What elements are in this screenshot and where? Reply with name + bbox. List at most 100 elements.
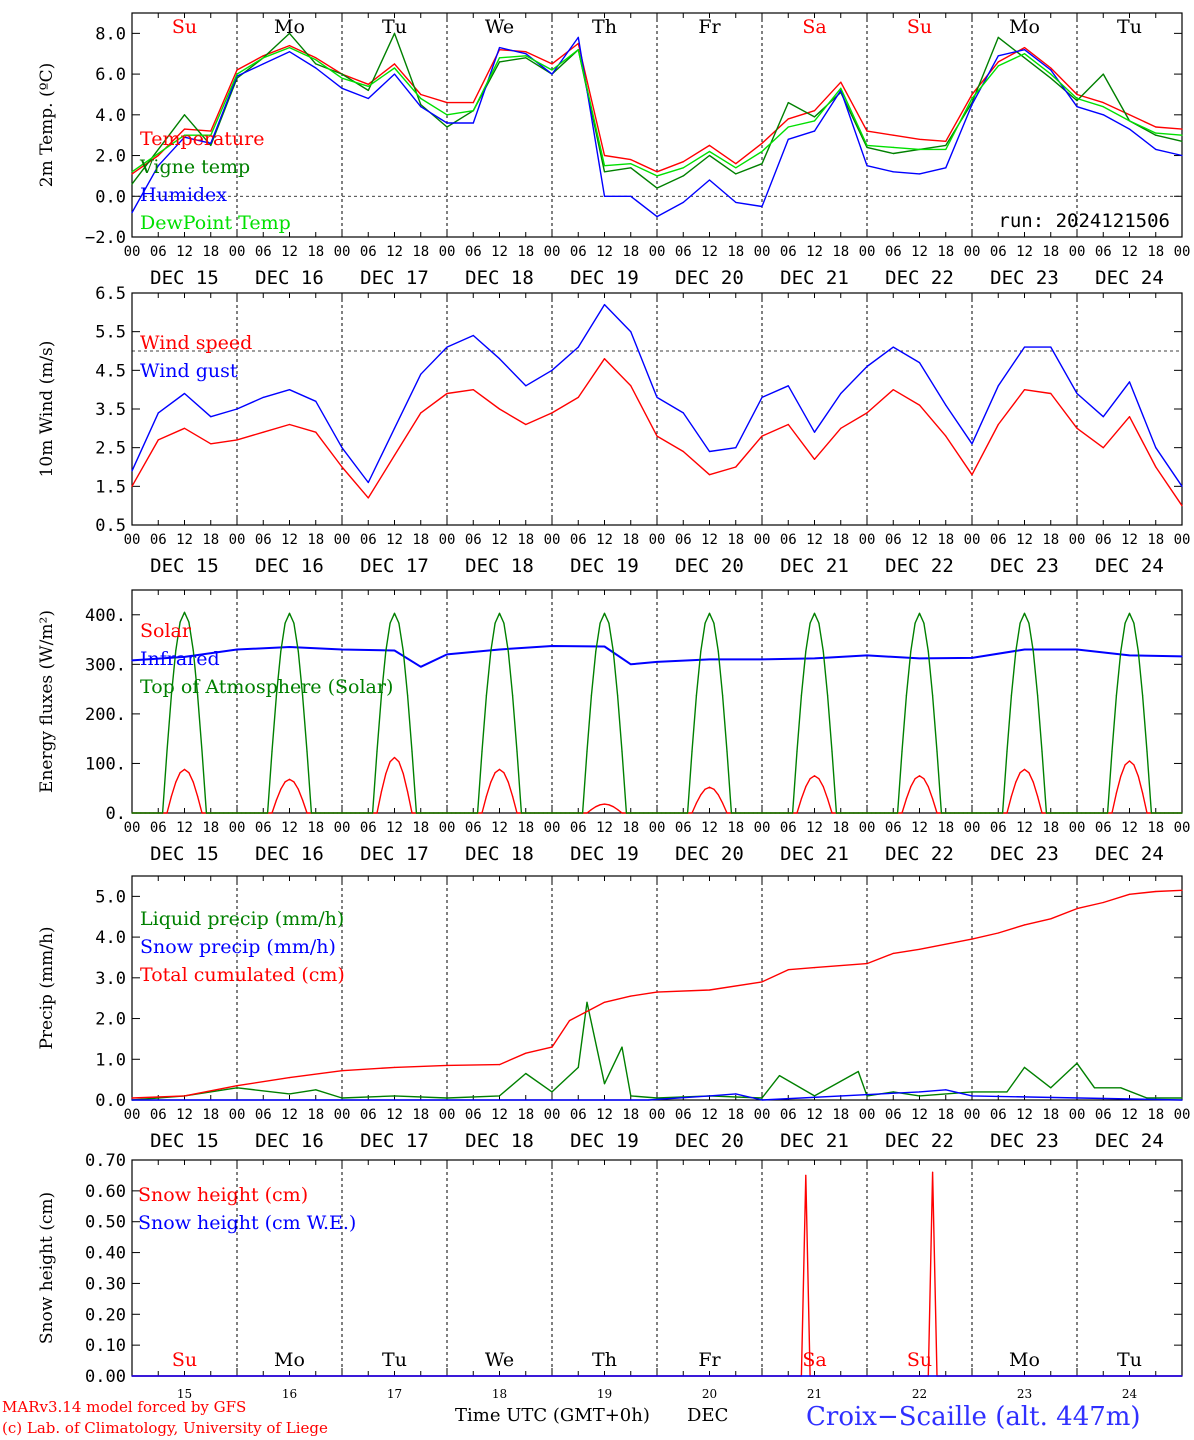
x-hour-label: 06	[780, 244, 797, 260]
x-hour-label: 06	[885, 244, 902, 260]
data-point	[708, 474, 711, 476]
data-point	[525, 53, 527, 55]
data-point	[148, 812, 151, 814]
data-point	[735, 812, 737, 814]
data-point	[183, 134, 186, 136]
y-tick-label: 0.	[106, 804, 126, 824]
data-point	[630, 159, 632, 161]
data-point	[498, 47, 501, 49]
data-point	[682, 201, 684, 203]
data-point	[997, 932, 999, 934]
data-point	[446, 346, 448, 348]
x-day-label: DEC 24	[1095, 843, 1164, 865]
chart-panel-2: 6.5 5.5 4.5 3.5 2.5 1.5 0.5 10m Wind (m/s) Wind …	[37, 284, 1190, 577]
data-point	[713, 788, 715, 790]
data-point	[1098, 812, 1100, 814]
data-point	[376, 750, 378, 752]
x-hour-label: 18	[937, 820, 954, 836]
x-hour-label: 00	[544, 820, 561, 836]
data-point	[603, 1001, 606, 1003]
y-tick-label: 3.0	[95, 969, 126, 989]
x-hour-label: 00	[1174, 1107, 1191, 1123]
data-point	[393, 756, 396, 759]
data-point	[131, 212, 133, 214]
x-day-label: DEC 15	[150, 843, 219, 865]
data-point	[910, 786, 912, 788]
data-point	[603, 304, 606, 306]
legend-entry: Snow height (cm W.E.)	[138, 1212, 356, 1234]
x-hour-label: 06	[780, 820, 797, 836]
data-point	[704, 788, 706, 790]
x-hour-label: 12	[806, 532, 823, 548]
data-point	[665, 812, 667, 814]
data-point	[525, 1052, 527, 1054]
x-day-number: 15	[177, 1387, 192, 1401]
data-point	[1028, 772, 1030, 774]
data-point	[656, 435, 658, 437]
data-point	[988, 812, 991, 814]
data-point	[813, 612, 816, 614]
data-point	[761, 142, 763, 144]
data-point	[341, 648, 343, 651]
data-point	[315, 812, 317, 814]
data-point	[175, 650, 177, 652]
data-point	[761, 150, 763, 153]
data-point	[253, 812, 256, 814]
data-point	[892, 1091, 894, 1093]
data-point	[971, 443, 973, 445]
data-point	[630, 812, 632, 814]
x-day-label: DEC 16	[255, 1130, 324, 1152]
y-tick-label: 100.	[85, 754, 126, 774]
data-point	[809, 778, 811, 780]
data-point	[813, 116, 816, 118]
data-point	[1050, 392, 1052, 395]
y-tick-label: 8.0	[95, 24, 126, 44]
data-point	[1023, 768, 1026, 771]
data-point	[525, 55, 527, 57]
data-point	[1155, 126, 1157, 128]
x-hour-label: 00	[754, 1107, 771, 1123]
data-point	[708, 179, 711, 181]
x-day-label: DEC 20	[675, 267, 744, 289]
data-point	[682, 175, 684, 177]
data-point	[805, 786, 807, 788]
data-point	[131, 470, 133, 472]
data-point	[183, 128, 186, 130]
data-point	[1150, 812, 1152, 814]
data-point	[984, 812, 986, 814]
data-point	[472, 110, 474, 112]
data-point	[787, 812, 789, 814]
x-day-label: DEC 21	[780, 555, 849, 577]
data-point	[997, 385, 999, 387]
data-point	[472, 102, 474, 104]
data-point	[1006, 750, 1008, 752]
data-point	[1128, 654, 1131, 657]
x-hour-label: 00	[334, 532, 351, 548]
data-point	[288, 51, 291, 53]
data-point	[971, 938, 973, 940]
data-point	[621, 1046, 623, 1048]
data-point	[393, 32, 396, 35]
y-tick-label: 4.5	[95, 361, 126, 381]
data-point	[201, 750, 203, 752]
data-point	[306, 812, 308, 814]
x-day-label: DEC 22	[885, 843, 954, 865]
chart-panel-1: 8.0 6.0 4.0 2.0 0.0 −2.0 2m Temp. (ºC) Temperat…	[37, 12, 1190, 289]
data-point	[262, 63, 264, 65]
data-point	[420, 104, 422, 106]
x-hour-label: 00	[649, 244, 666, 260]
data-point	[275, 799, 277, 801]
data-point	[494, 772, 496, 774]
data-point	[603, 645, 606, 648]
x-hour-label: 12	[911, 1107, 928, 1123]
x-hour-label: 00	[544, 1107, 561, 1123]
data-point	[498, 57, 501, 59]
data-point	[608, 804, 610, 806]
data-point	[1041, 812, 1043, 814]
data-point	[726, 750, 728, 752]
weekday-label: Su	[907, 16, 932, 38]
data-point	[367, 812, 369, 814]
x-hour-label: 18	[1147, 532, 1164, 548]
data-point	[446, 126, 448, 128]
x-hour-label: 18	[832, 532, 849, 548]
